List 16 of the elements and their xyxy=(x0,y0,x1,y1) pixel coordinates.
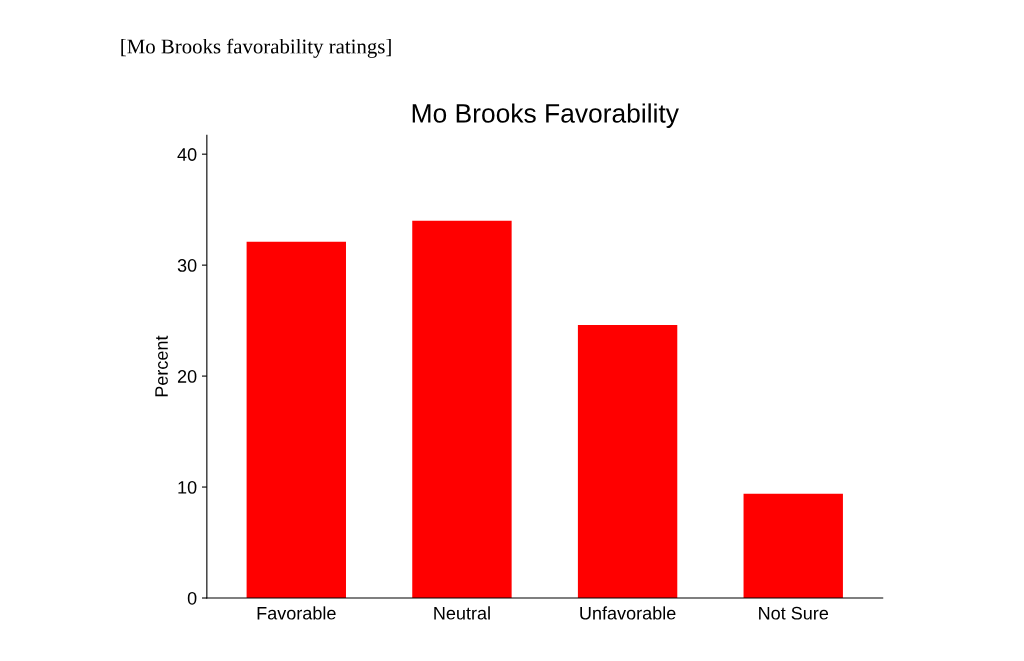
bar xyxy=(577,325,678,599)
x-tick-label: Unfavorable xyxy=(580,606,676,620)
y-tick-label: 30 xyxy=(177,259,197,272)
bar xyxy=(412,220,512,599)
x-tick-label: Neutral xyxy=(434,606,490,620)
y-tick-label: 40 xyxy=(177,148,197,161)
bar xyxy=(246,241,346,599)
y-tick-label: 0 xyxy=(187,591,197,605)
y-tick-label: 10 xyxy=(178,480,197,494)
text: [Mo Brooks favorability ratings] xyxy=(121,38,391,58)
x-tick-label: Favorable xyxy=(257,606,336,620)
y-axis-title: Percent xyxy=(155,335,168,397)
chart-title: Mo Brooks Favorability xyxy=(412,103,679,128)
bar xyxy=(743,493,843,599)
x-tick-label: Not Sure xyxy=(759,606,829,620)
y-tick-label: 20 xyxy=(177,370,197,383)
